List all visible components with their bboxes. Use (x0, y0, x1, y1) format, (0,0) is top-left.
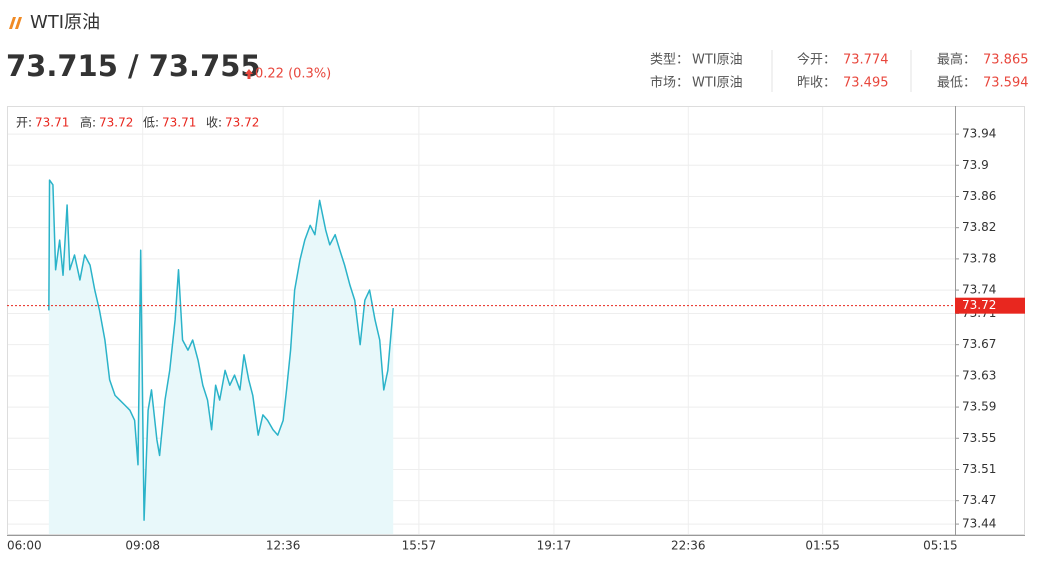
info-value: 73.865 (983, 53, 1029, 68)
x-tick-label: 06:00 (7, 539, 42, 553)
ohlc-label: 开: (16, 116, 32, 130)
ohlc-label: 低: (143, 116, 159, 130)
change: 0.22 (0.3%) (255, 67, 331, 82)
y-tick-label: 73.63 (962, 368, 996, 382)
icon (15, 17, 22, 29)
x-tick-label: 12:36 (266, 539, 301, 553)
info-label: 今开： (797, 52, 836, 68)
x-tick-label: 01:55 (805, 539, 840, 553)
info-label: 市场： (650, 75, 689, 91)
grid (7, 106, 955, 535)
info-value: WTI原油 (692, 76, 743, 91)
y-tick-label: 73.67 (962, 337, 996, 351)
info-label: 最高： (937, 52, 976, 68)
y-tick-label: 73.86 (962, 189, 996, 203)
y-tick-label: 73.9 (962, 158, 989, 172)
ohlc-label: 高: (80, 115, 96, 130)
area (48, 180, 394, 535)
y-tick-label: 73.51 (962, 462, 996, 476)
x-tick-label: 15:57 (402, 539, 437, 553)
y-tick-label: 73.59 (962, 400, 996, 414)
info-value: WTI原油 (692, 53, 743, 68)
title: WTI原油 (30, 12, 100, 33)
y-tick-label: 73.78 (962, 251, 996, 265)
info-value: 73.774 (843, 53, 889, 68)
ohlc-value: 73.71 (162, 116, 196, 130)
x-tick-label: 09:08 (125, 539, 160, 553)
icon (9, 17, 16, 29)
info-label: 类型： (650, 53, 689, 68)
ohlc-value: 73.72 (225, 116, 259, 130)
y-tick-label: 73.44 (962, 517, 996, 531)
chart-frame (7, 106, 1025, 535)
info-label: 昨收： (797, 76, 836, 91)
ohlc-value: 73.71 (35, 116, 69, 130)
info-label: 最低： (937, 76, 976, 91)
y-tick-label: 73.94 (962, 127, 996, 141)
ohlc-value: 73.72 (99, 116, 133, 130)
y-tick-label: 73.55 (962, 431, 996, 445)
last-price-box (955, 297, 1025, 314)
y-tick-label: 73.47 (962, 493, 996, 507)
x-tick-label: 22:36 (671, 539, 706, 553)
price-line (48, 179, 394, 521)
up-arrow (245, 69, 253, 79)
ohlc-label: 收: (206, 116, 222, 130)
info-value: 73.594 (983, 76, 1029, 91)
info-value: 73.495 (843, 76, 889, 91)
x-tick-label: 05:15 (923, 539, 958, 553)
price: 73.715 / 73.755 (6, 49, 261, 83)
y-tick-label: 73.74 (962, 283, 996, 297)
x-tick-label: 19:17 (537, 539, 572, 553)
y-tick-label: 73.82 (962, 220, 996, 234)
last-price-label: 73.72 (962, 298, 996, 312)
